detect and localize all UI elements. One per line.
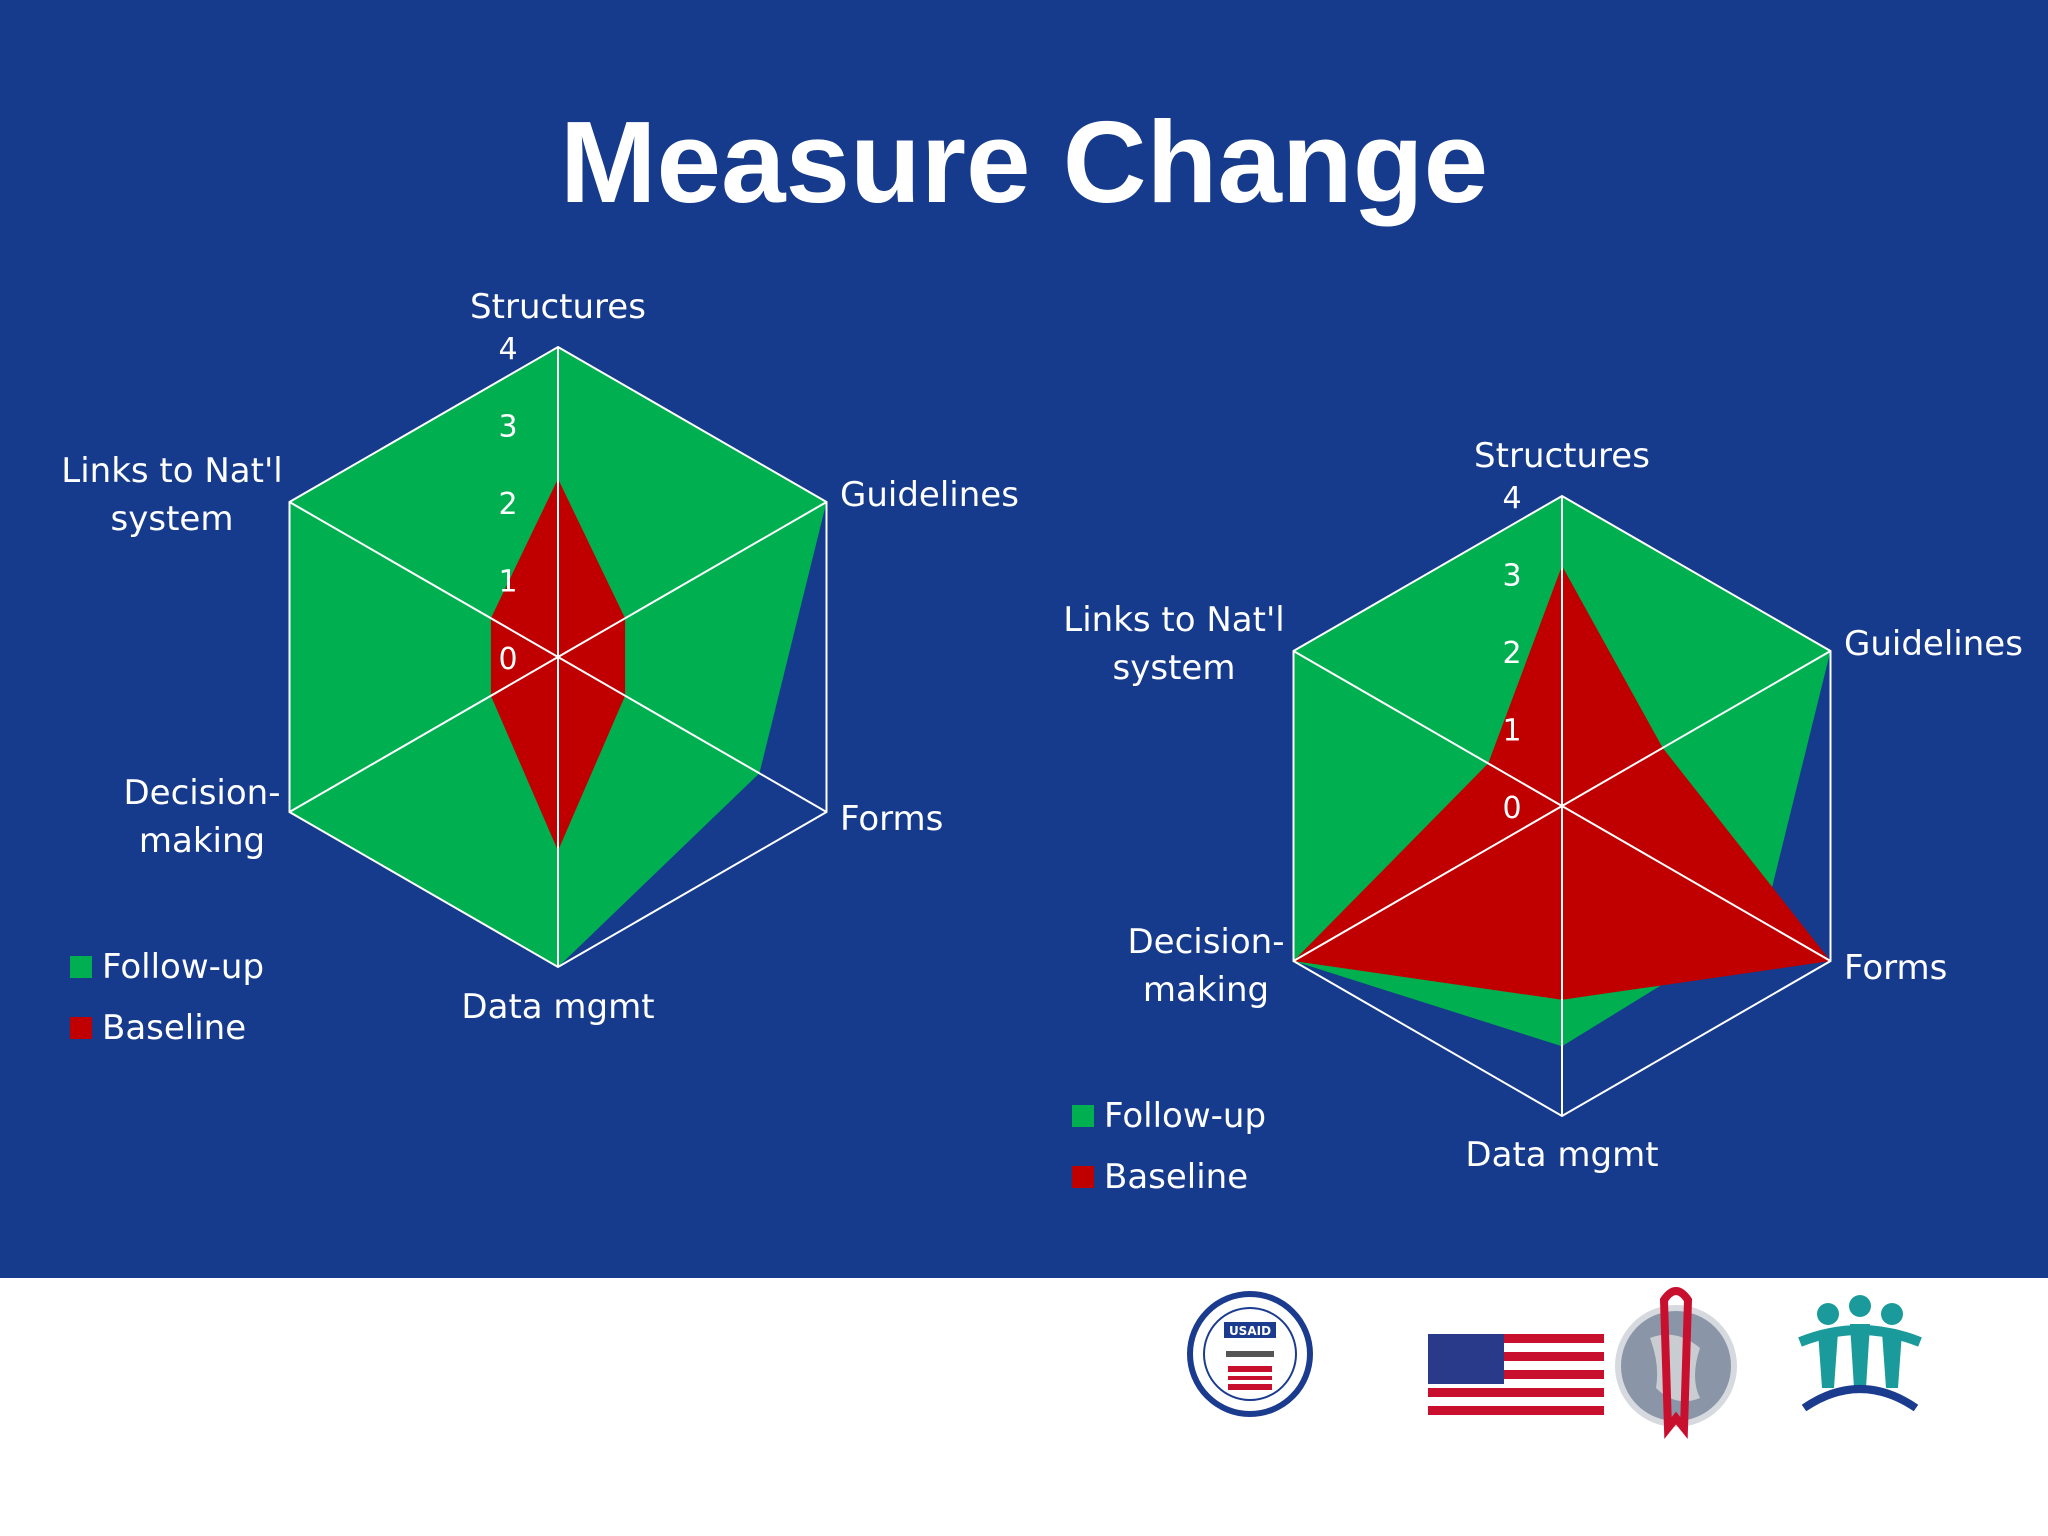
category-label: system (1113, 648, 1236, 688)
slide-background: Measure Change 0 1 2 3 4 Structures Guidelines… (0, 0, 2048, 1278)
measure-wordmark: MEASURE (1771, 1424, 2005, 1480)
us-flag-icon (1428, 1334, 1604, 1424)
legend-label: Follow-up (102, 947, 264, 987)
category-label: Guidelines (1844, 624, 2023, 664)
category-label: Forms (840, 799, 943, 839)
radar-spoke (1561, 650, 1831, 807)
measure-evaluation-logo: MEASURE Evaluation (1769, 1295, 2012, 1529)
legend-swatch (70, 1017, 92, 1039)
radar-chart-left: 0 1 2 3 4 Structures Guidelines Forms Data mgmt D… (61, 287, 1019, 1048)
footer-logo-bar: USAID USAID FROM THE AMERICAN PEOPLE (0, 1278, 2048, 1536)
legend-swatch (1072, 1166, 1094, 1188)
pepfar-logo: PEPFAR (1413, 1287, 1756, 1531)
pepfar-wordmark: PEPFAR (1413, 1447, 1756, 1531)
people-icon (1798, 1295, 1922, 1388)
globe-ribbon-icon (1615, 1287, 1737, 1439)
radial-tick-label: 1 (1502, 714, 1521, 749)
category-label: Decision- (1127, 922, 1284, 962)
category-label: Structures (1474, 436, 1650, 476)
radar-chart-right: 0 1 2 3 4 Structures Guidelines Forms Data mgmt D… (1063, 436, 2023, 1197)
category-label: making (139, 821, 265, 861)
radial-tick-label: 4 (498, 332, 517, 367)
evaluation-wordmark: Evaluation (1769, 1475, 2012, 1529)
svg-text:USAID: USAID (1229, 1324, 1271, 1338)
category-label: system (111, 499, 234, 539)
radial-tick-label: 0 (1502, 791, 1521, 826)
radial-tick-label: 4 (1502, 481, 1521, 516)
category-label: Decision- (123, 773, 280, 813)
radar-spoke (1561, 805, 1831, 962)
radial-tick-label: 3 (1502, 559, 1521, 594)
category-label: Links to Nat'l (1063, 600, 1284, 640)
radial-tick-label: 2 (1502, 636, 1521, 671)
radar-spoke (289, 501, 559, 658)
radial-tick-label: 0 (498, 642, 517, 677)
legend-label: Follow-up (1104, 1096, 1266, 1136)
usaid-wordmark: USAID (1103, 1418, 1398, 1516)
radial-tick-label: 2 (498, 487, 517, 522)
legend-label: Baseline (1104, 1157, 1248, 1197)
usaid-logo: USAID USAID FROM THE AMERICAN PEOPLE (1100, 1291, 1400, 1533)
category-label: Guidelines (840, 475, 1019, 515)
radar-spoke (557, 501, 827, 658)
radial-tick-label: 3 (498, 410, 517, 445)
radar-spoke (1293, 650, 1563, 807)
radar-spoke (1293, 805, 1563, 962)
legend-label: Baseline (102, 1008, 246, 1048)
category-label: Structures (470, 287, 646, 327)
slide-title: Measure Change (559, 97, 1489, 227)
radial-tick-label: 1 (498, 565, 517, 600)
category-label: Forms (1844, 948, 1947, 988)
legend-swatch (70, 956, 92, 978)
category-label: Links to Nat'l (61, 451, 282, 491)
category-label: Data mgmt (1465, 1135, 1658, 1175)
usaid-tagline: FROM THE AMERICAN PEOPLE (1100, 1509, 1400, 1533)
category-label: Data mgmt (461, 987, 654, 1027)
category-label: making (1143, 970, 1269, 1010)
radar-spoke (557, 656, 827, 813)
legend-swatch (1072, 1105, 1094, 1127)
radar-spoke (289, 656, 559, 813)
